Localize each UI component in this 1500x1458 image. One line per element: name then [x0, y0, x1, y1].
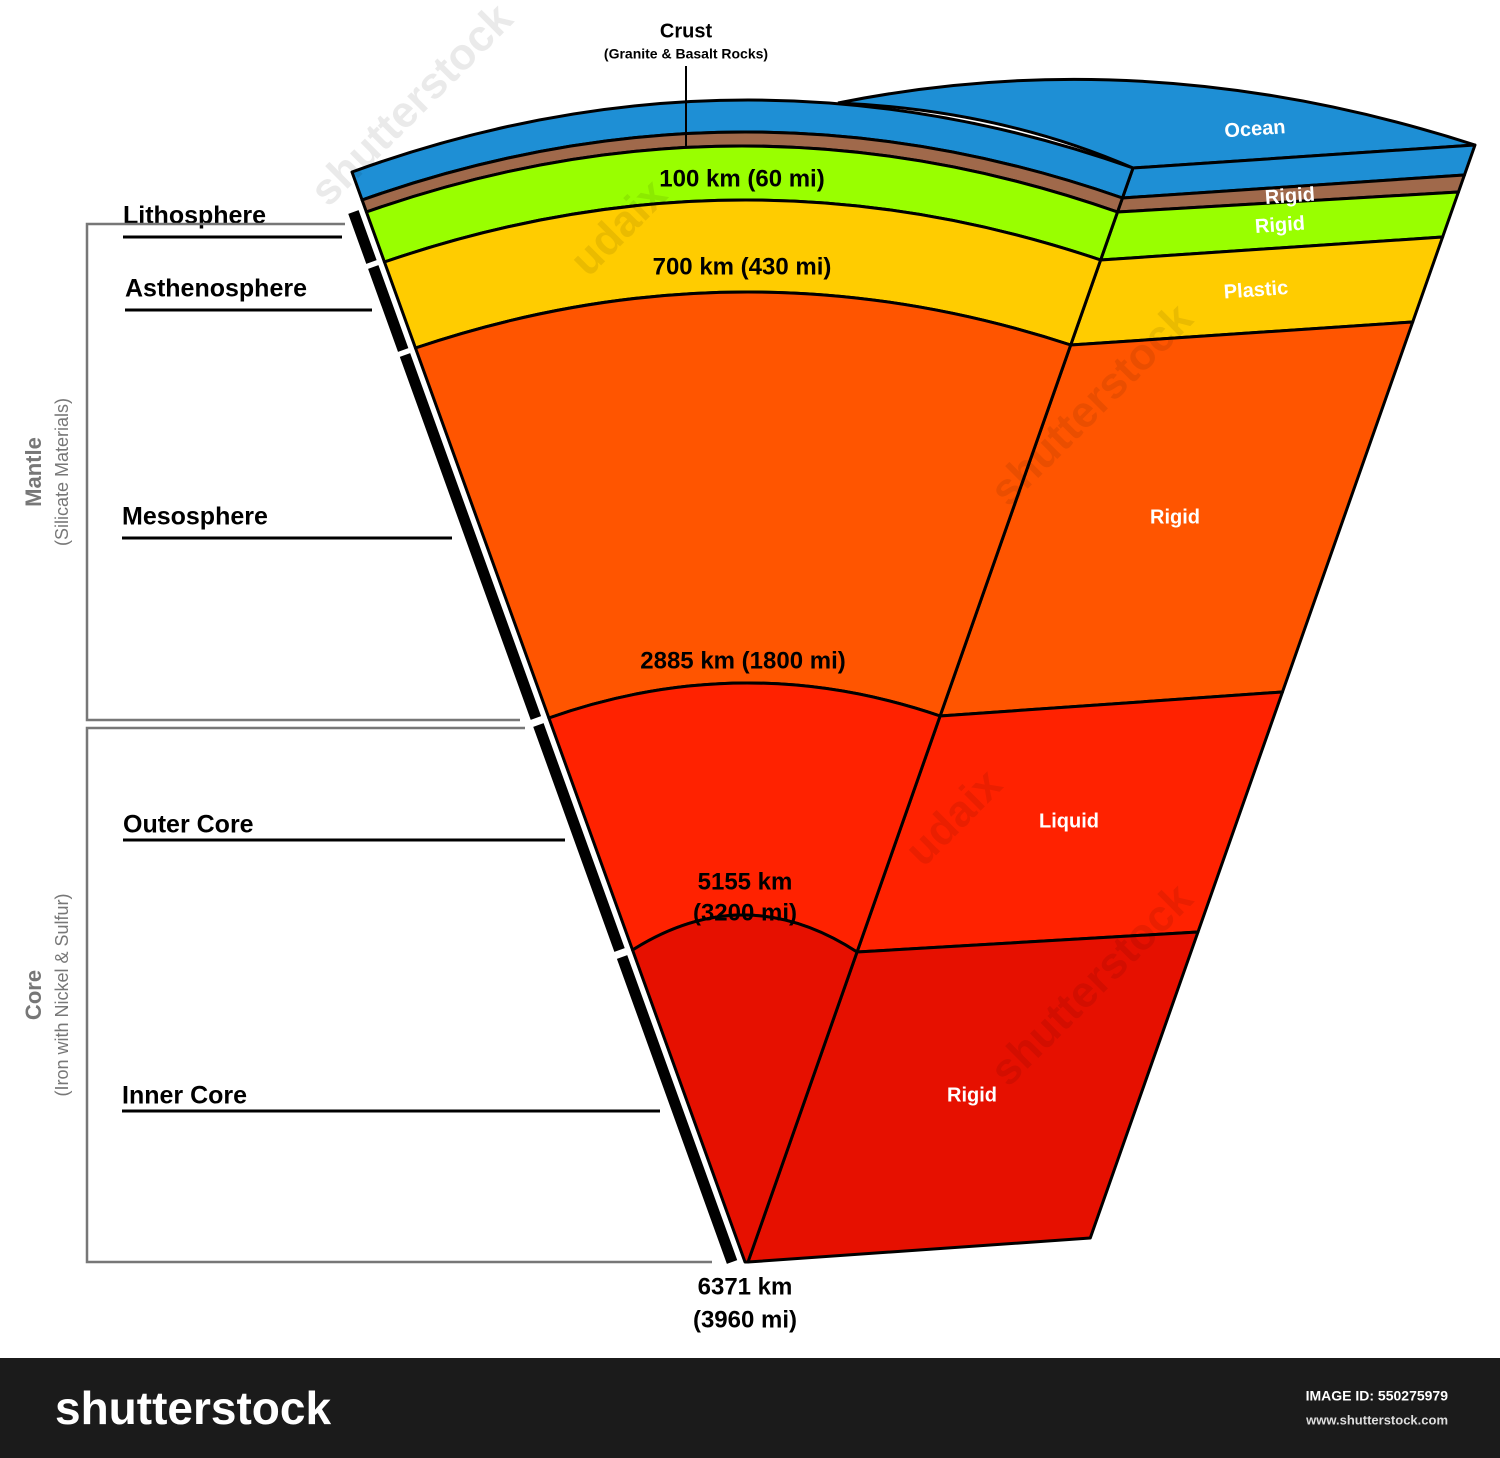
depth-label: 700 km (430 mi): [653, 253, 832, 280]
state-label: Ocean: [1224, 116, 1287, 142]
layer-bar: [616, 955, 738, 1264]
layer-label: Outer Core: [123, 811, 254, 839]
footer-logo: shutterstock: [55, 1382, 331, 1434]
depth-label: 2885 km (1800 mi): [640, 647, 845, 674]
mantle-bracket: [85, 222, 520, 722]
group-sublabel: (Silicate Materials): [52, 398, 72, 546]
layer-bar: [348, 210, 377, 264]
ocean-top: [837, 77, 1476, 170]
core-bracket: [85, 726, 712, 1264]
crust-sublabel: (Granite & Basalt Rocks): [604, 46, 768, 62]
depth-label: 100 km (60 mi): [659, 165, 824, 192]
state-label: Rigid: [1254, 213, 1305, 238]
state-label: Rigid: [1150, 506, 1200, 528]
group-label: Core: [21, 970, 46, 1020]
group-sublabel: (Iron with Nickel & Sulfur): [52, 893, 72, 1096]
state-label: Rigid: [1264, 184, 1315, 209]
crust-label: Crust: [660, 20, 713, 42]
depth-label: (3960 mi): [693, 1306, 797, 1333]
front-band: [631, 913, 859, 1264]
layer-label: Mesosphere: [122, 503, 268, 531]
layer-label: Inner Core: [122, 1082, 247, 1110]
group-label: Mantle: [21, 437, 46, 507]
depth-label: (3200 mi): [693, 899, 797, 926]
state-label: Liquid: [1039, 810, 1099, 832]
cross-section: [348, 77, 1477, 1264]
image-id: IMAGE ID: 550275979: [1306, 1388, 1449, 1404]
layer-bar: [399, 353, 542, 720]
layer-bar: [533, 723, 625, 952]
depth-label: 6371 km: [698, 1273, 793, 1300]
layer-label: Lithosphere: [123, 202, 266, 230]
state-label: Plastic: [1223, 277, 1289, 303]
state-label: Rigid: [947, 1084, 997, 1106]
layer-label: Asthenosphere: [125, 275, 307, 303]
website: www.shutterstock.com: [1305, 1412, 1448, 1427]
footer-bar: [0, 1358, 1500, 1458]
layer-bar: [368, 265, 409, 352]
depth-label: 5155 km: [698, 868, 793, 895]
